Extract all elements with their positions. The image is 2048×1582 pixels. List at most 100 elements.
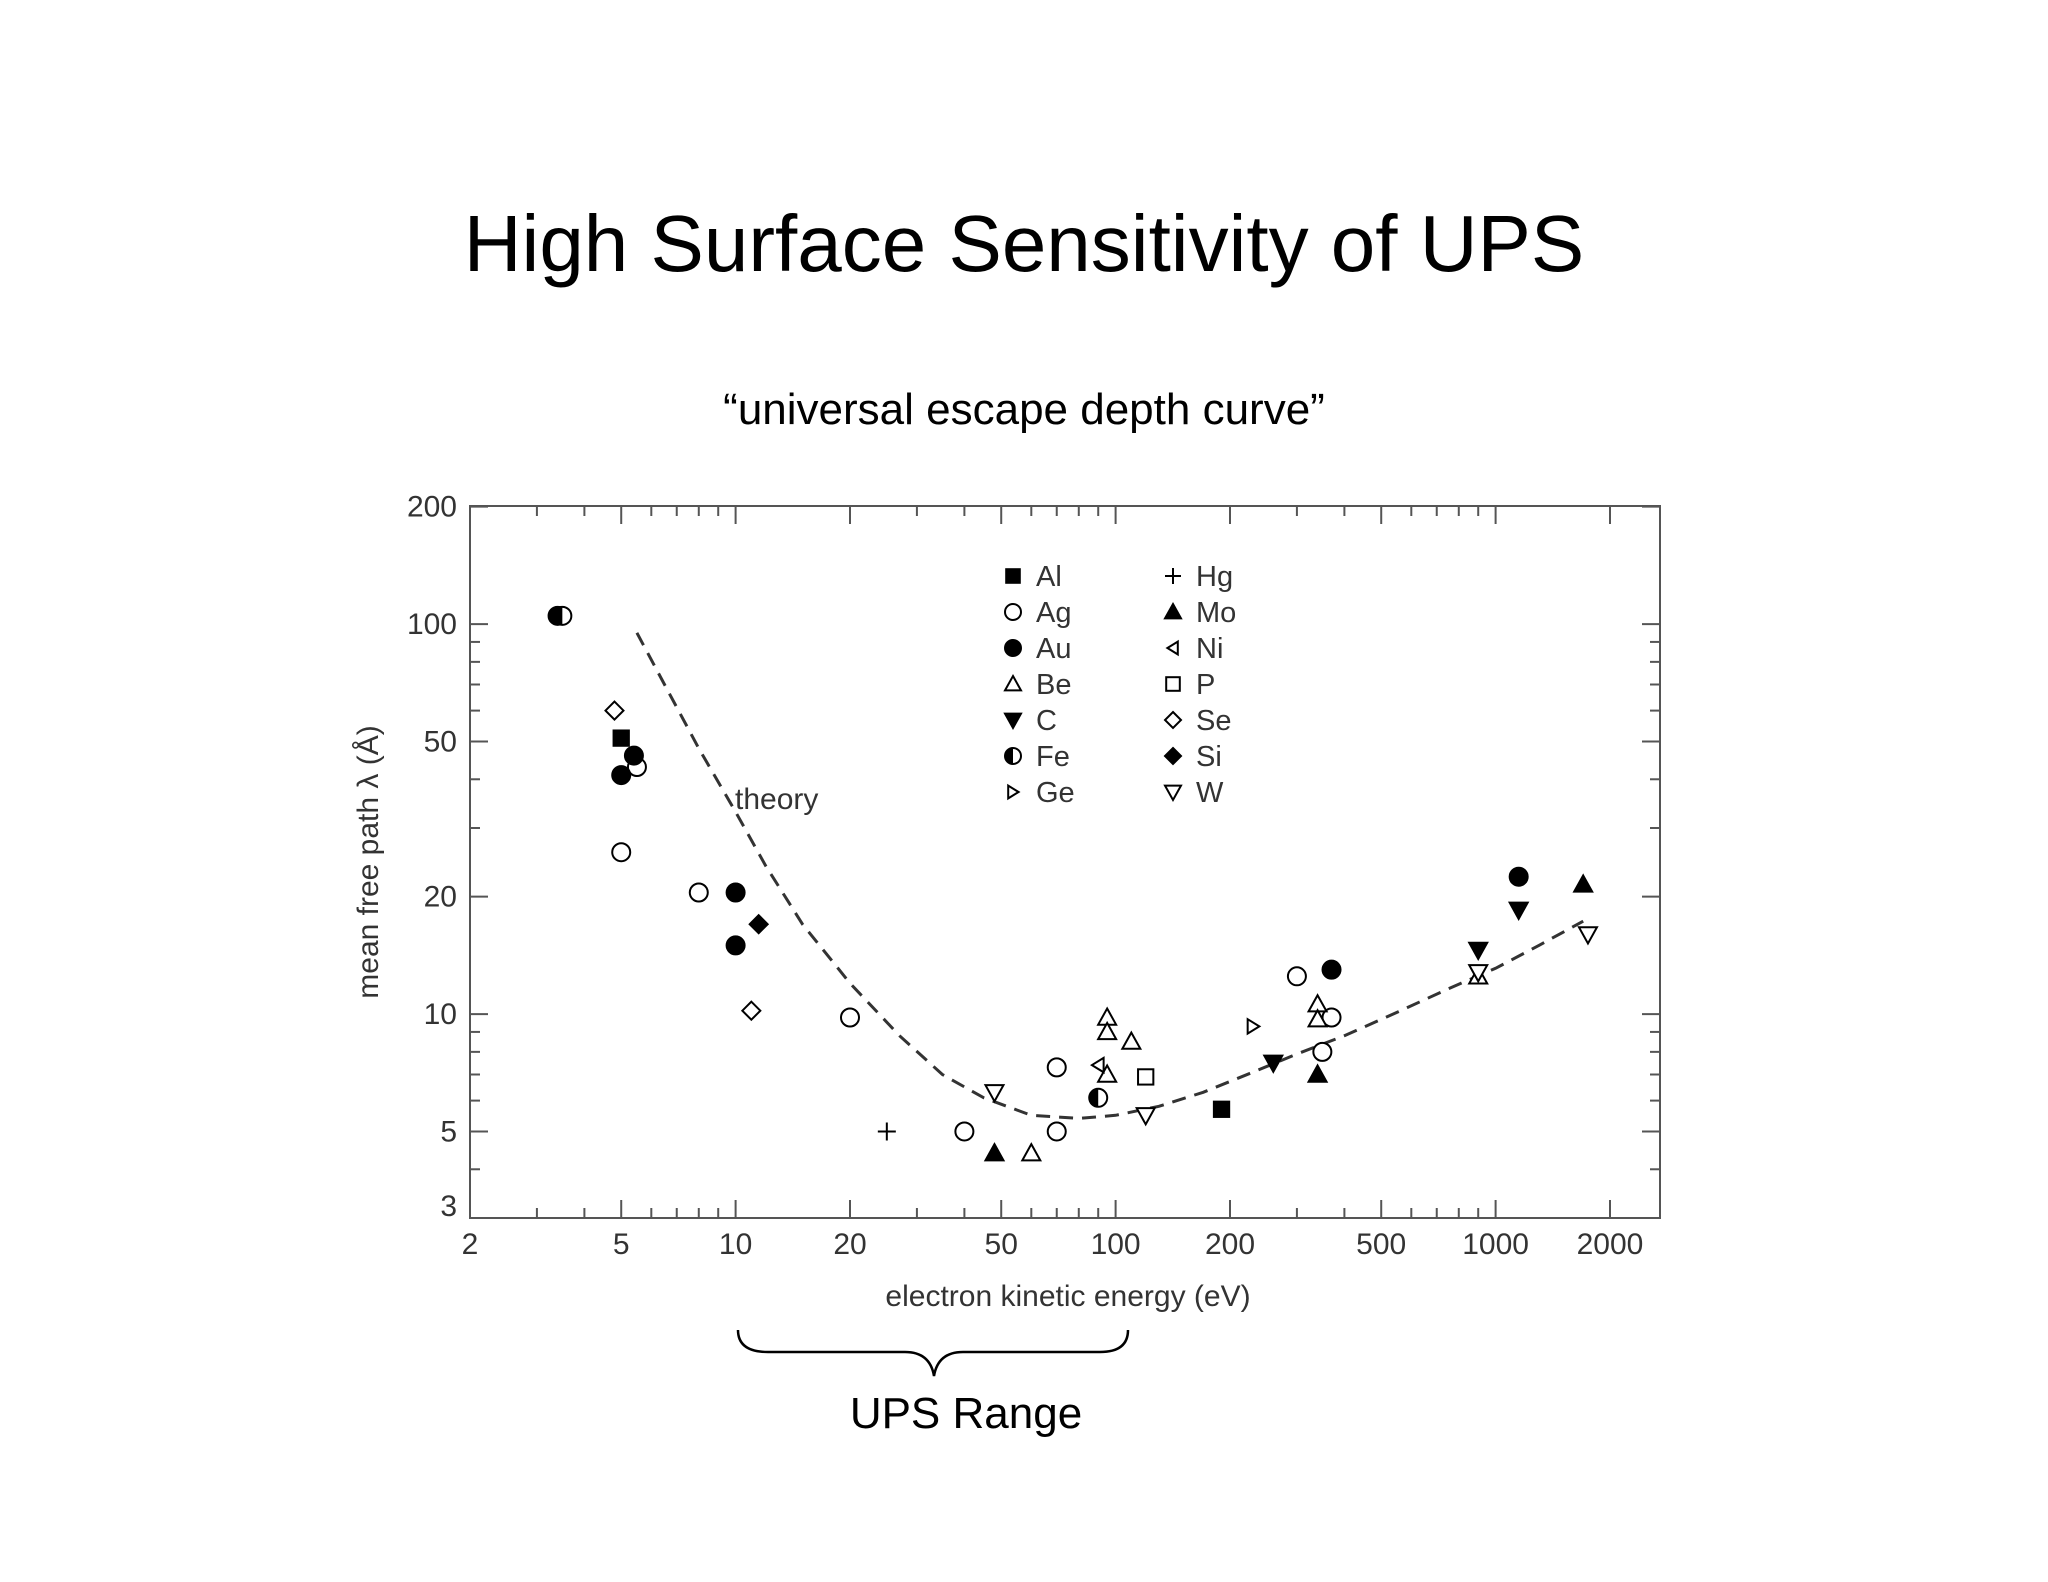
data-points	[547, 605, 1599, 1162]
y-tick-label: 100	[407, 608, 457, 641]
point-si	[748, 913, 770, 935]
legend-marker-mo	[1163, 601, 1183, 620]
legend-label-c: C	[1036, 705, 1057, 737]
legend-marker-au	[1004, 639, 1022, 657]
point-ag	[611, 842, 632, 863]
theory-label: theory	[735, 783, 818, 816]
point-fe	[552, 605, 573, 626]
point-w	[1577, 926, 1599, 946]
point-hg	[877, 1122, 896, 1141]
legend-label-si: Si	[1196, 741, 1222, 773]
chart-subtitle: “universal escape depth curve”	[723, 385, 1325, 434]
point-au	[1321, 959, 1342, 980]
legend-label-w: W	[1196, 777, 1224, 809]
point-ag	[1046, 1121, 1067, 1142]
slide-title: High Surface Sensitivity of UPS	[463, 199, 1585, 288]
legend-label-ag: Ag	[1036, 597, 1071, 629]
point-au	[611, 765, 632, 786]
x-tick-label: 10	[719, 1228, 752, 1261]
legend-marker-ni	[1165, 639, 1179, 657]
point-w	[983, 1084, 1006, 1104]
y-tick-labels: 3 5 10 20 50 100 200	[407, 491, 457, 1223]
x-tick-label: 50	[985, 1228, 1018, 1261]
x-tick-label: 100	[1091, 1228, 1141, 1261]
point-ge	[1246, 1017, 1262, 1036]
point-ag	[688, 882, 709, 903]
legend-marker-p	[1165, 676, 1181, 692]
legend: Al Ag Au Be C Fe Ge Hg Mo Ni P Se Si W	[1003, 561, 1236, 809]
legend-label-p: P	[1196, 669, 1215, 701]
y-tick-label: 200	[407, 491, 457, 524]
point-al	[612, 729, 630, 747]
point-au	[725, 882, 746, 903]
legend-label-ni: Ni	[1196, 633, 1223, 665]
y-axis-label: mean free path λ (Å)	[352, 725, 385, 998]
x-tick-label: 20	[833, 1228, 866, 1261]
y-tick-label: 20	[424, 881, 457, 914]
point-fe	[1088, 1087, 1109, 1108]
legend-marker-se	[1163, 710, 1183, 730]
point-p	[1137, 1068, 1155, 1086]
x-tick-label: 500	[1356, 1228, 1406, 1261]
point-mo	[1572, 873, 1594, 893]
legend-label-ge: Ge	[1036, 777, 1075, 809]
x-tick-label: 2000	[1577, 1228, 1644, 1261]
ups-range-brace	[736, 1329, 1130, 1377]
point-ag	[954, 1121, 975, 1142]
legend-label-fe: Fe	[1036, 741, 1070, 773]
legend-marker-w	[1163, 784, 1183, 803]
point-se	[604, 700, 625, 722]
point-c	[1467, 941, 1489, 962]
y-tick-label: 50	[424, 725, 457, 758]
legend-label-al: Al	[1036, 561, 1062, 593]
x-axis-label: electron kinetic energy (eV)	[885, 1280, 1250, 1313]
point-ag	[1312, 1041, 1333, 1062]
point-ni	[1090, 1056, 1105, 1075]
point-au	[1508, 866, 1529, 887]
ups-range-label: UPS Range	[849, 1389, 1083, 1438]
x-tick-label: 5	[613, 1228, 630, 1261]
point-be	[1096, 1020, 1118, 1041]
point-w	[1134, 1107, 1157, 1127]
point-au	[725, 935, 746, 956]
point-mo	[1306, 1063, 1329, 1083]
point-se	[740, 1000, 762, 1022]
x-tick-label: 200	[1205, 1228, 1255, 1261]
axis-ticks	[469, 505, 1660, 1219]
point-al	[1212, 1100, 1231, 1118]
point-c	[1507, 901, 1530, 921]
point-be	[1096, 1063, 1118, 1083]
point-be	[1020, 1142, 1043, 1162]
legend-marker-al	[1005, 568, 1021, 584]
legend-label-mo: Mo	[1196, 597, 1236, 629]
x-tick-label: 2	[462, 1228, 479, 1261]
legend-label-be: Be	[1036, 669, 1071, 701]
legend-marker-ag	[1004, 603, 1022, 621]
theory-curve	[635, 632, 1584, 1120]
point-ag	[1046, 1057, 1067, 1078]
legend-label-au: Au	[1036, 633, 1071, 665]
point-c	[1262, 1054, 1284, 1074]
plot-frame	[469, 505, 1661, 1219]
point-be	[1120, 1030, 1143, 1050]
legend-marker-ge	[1007, 783, 1021, 801]
point-be	[1306, 1008, 1329, 1028]
legend-marker-fe	[1004, 747, 1022, 765]
legend-label-se: Se	[1196, 705, 1231, 737]
legend-marker-c	[1003, 712, 1023, 731]
y-tick-label: 5	[440, 1115, 457, 1148]
point-au	[623, 745, 644, 766]
legend-marker-be	[1003, 673, 1023, 692]
x-tick-labels: 2 5 10 20 50 100 200 500 1000 2000	[462, 1228, 1644, 1261]
point-w	[1467, 964, 1489, 984]
point-ag	[840, 1007, 860, 1028]
point-ag	[1286, 966, 1307, 987]
point-mo	[983, 1142, 1006, 1162]
y-tick-label: 10	[424, 998, 457, 1031]
x-tick-label: 1000	[1462, 1228, 1529, 1261]
legend-marker-si	[1163, 746, 1183, 766]
legend-marker-hg	[1165, 568, 1181, 584]
legend-label-hg: Hg	[1196, 561, 1233, 593]
y-tick-label: 3	[440, 1190, 457, 1223]
